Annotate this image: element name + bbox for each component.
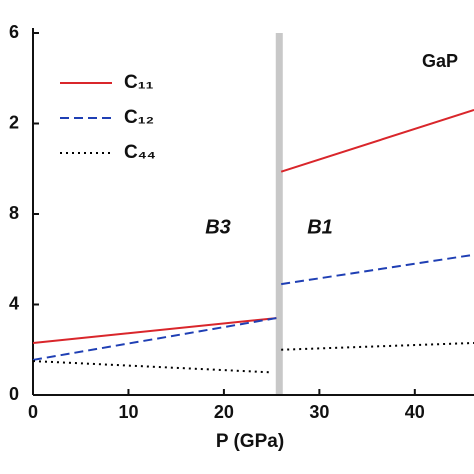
legend-label: C₁₁: [124, 72, 154, 93]
series-line: [32, 108, 474, 344]
y-tick-label: 0: [9, 384, 19, 404]
legend-label: C₁₂: [124, 107, 154, 128]
x-tick-label: 0: [28, 402, 38, 422]
x-axis-title: P (GPa): [216, 431, 284, 452]
legend-label: C₄₄: [124, 142, 156, 163]
x-tick-label: 40: [405, 402, 425, 422]
y-tick-label: 2: [9, 112, 19, 132]
annotation: B3: [205, 216, 231, 238]
y-tick-label: 6: [9, 22, 19, 42]
series-line: [32, 341, 474, 374]
y-tick-label: 4: [9, 293, 19, 313]
x-tick-label: 30: [309, 402, 329, 422]
x-tick-label: 20: [214, 402, 234, 422]
y-tick-label: 8: [9, 203, 19, 223]
annotation: B1: [307, 216, 333, 238]
series-line: [32, 253, 474, 361]
annotation: GaP: [422, 51, 458, 71]
x-tick-label: 10: [118, 402, 138, 422]
